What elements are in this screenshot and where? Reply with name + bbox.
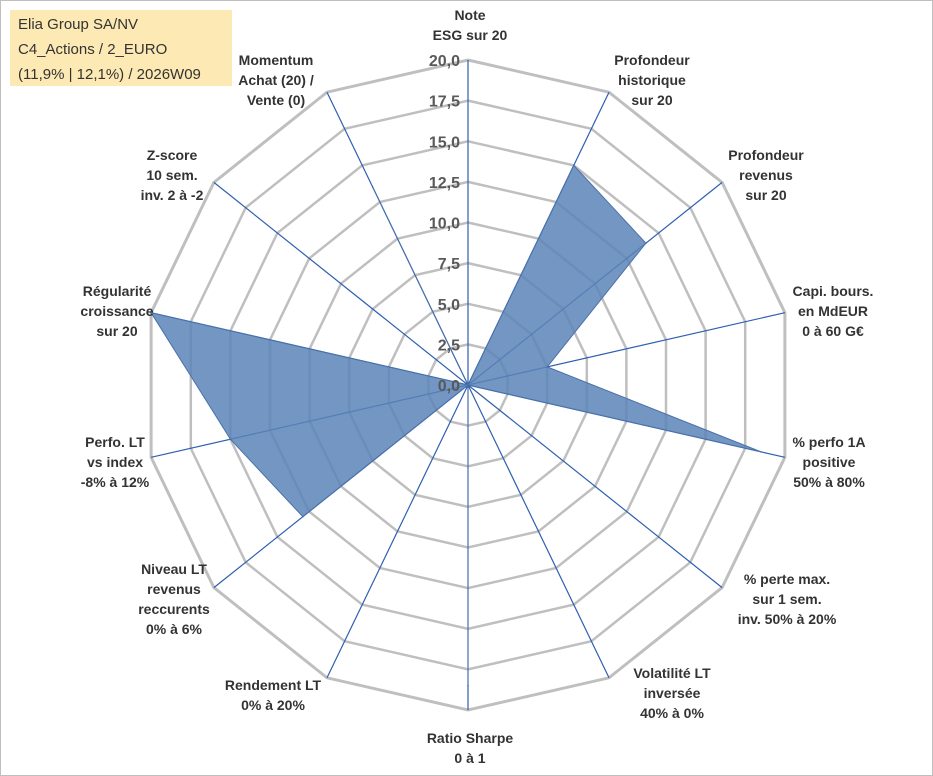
info-box: Elia Group SA/NV C4_Actions / 2_EURO (11…: [10, 10, 232, 86]
axis-label-13-line-0: Momentum: [239, 52, 314, 68]
data-point-2: [645, 242, 647, 244]
tick-label-3: 7,5: [438, 256, 460, 273]
tick-label-4: 10,0: [429, 216, 460, 233]
radar-area-layer: [150, 164, 762, 687]
data-point-13: [372, 186, 374, 189]
axis-label-9-line-2: reccurents: [138, 601, 210, 617]
axis-label-2-line-0: Profondeur: [728, 147, 804, 163]
period-line: (11,9% | 12,1%) / 2026W09: [18, 66, 201, 83]
axis-label-0-line-0: Note: [454, 7, 485, 23]
axis-label-11-line-1: croissance: [80, 303, 153, 319]
axis-label-11-line-0: Régularité: [83, 283, 152, 299]
axis-label-3-line-0: Capi. bours.: [793, 283, 874, 299]
tick-label-0: 0,0: [438, 378, 460, 395]
spoke-5: [467, 384, 723, 589]
spoke-6: [467, 384, 610, 679]
axis-label-2-line-1: revenus: [739, 167, 793, 183]
tick-label-1: 2,5: [438, 337, 460, 354]
company-name: Elia Group SA/NV: [18, 16, 139, 33]
tick-label-2: 5,0: [438, 297, 460, 314]
axis-label-2-line-2: sur 20: [745, 187, 786, 203]
data-point-12: [467, 384, 469, 386]
axis-label-8-line-0: Rendement LT: [225, 677, 322, 693]
axis-label-13-line-2: Vente (0): [247, 92, 305, 108]
axis-label-7-line-1: 0 à 1: [454, 750, 485, 766]
axis-label-10-line-1: vs index: [87, 454, 143, 470]
data-point-10: [229, 438, 232, 441]
data-point-9: [302, 515, 304, 518]
axis-label-9-line-1: revenus: [147, 581, 201, 597]
data-point-1: [573, 164, 575, 167]
radar-tick-labels: 0,0 2,5 5,0 7,5 10,0 12,5 15,0 17,5 20,0: [429, 53, 460, 395]
axis-label-3-line-2: 0 à 60 G€: [802, 323, 864, 339]
spoke-12: [213, 181, 469, 386]
data-point-11: [150, 311, 152, 314]
axis-label-5-line-1: sur 1 sem.: [752, 591, 821, 607]
axis-label-10-line-2: -8% à 12%: [81, 474, 150, 490]
category-line: C4_Actions / 2_EURO: [18, 41, 168, 58]
spoke-8: [326, 384, 469, 679]
axis-label-6-line-2: 40% à 0%: [640, 705, 704, 721]
axis-label-12-line-1: 10 sem.: [146, 167, 197, 183]
tick-label-7: 17,5: [429, 94, 460, 111]
axis-label-1-line-2: sur 20: [631, 92, 672, 108]
radar-area: [150, 164, 762, 686]
axis-label-9-line-3: 0% à 6%: [146, 621, 203, 637]
axis-label-12-line-2: inv. 2 à -2: [141, 187, 204, 203]
axis-label-12-line-0: Z-score: [147, 147, 198, 163]
data-point-7: [467, 684, 469, 687]
axis-label-4-line-1: positive: [803, 454, 856, 470]
axis-label-5-line-0: % perte max.: [744, 571, 830, 587]
axis-label-1-line-0: Profondeur: [614, 52, 690, 68]
axis-label-3-line-1: en MdEUR: [798, 303, 868, 319]
data-point-3: [546, 366, 548, 368]
radar-axis-labels: Note ESG sur 20 Profondeur historique sur 20…: [80, 7, 873, 766]
tick-label-6: 15,0: [429, 134, 460, 151]
data-point-4: [760, 451, 762, 453]
axis-label-1-line-1: historique: [618, 72, 686, 88]
axis-label-10-line-0: Perfo. LT: [85, 434, 145, 450]
axis-label-0-line-1: ESG sur 20: [433, 27, 508, 43]
axis-label-9-line-0: Niveau LT: [141, 561, 207, 577]
axis-label-7-line-0: Ratio Sharpe: [427, 730, 514, 746]
axis-label-11-line-2: sur 20: [96, 323, 137, 339]
tick-label-8: 20,0: [429, 53, 460, 70]
axis-label-4-line-2: 50% à 80%: [793, 474, 865, 490]
axis-label-5-line-2: inv. 50% à 20%: [738, 611, 837, 627]
axis-label-4-line-0: % perfo 1A: [792, 434, 865, 450]
axis-label-6-line-1: inversée: [644, 685, 701, 701]
axis-label-6-line-0: Volatilité LT: [633, 665, 711, 681]
axis-label-8-line-1: 0% à 20%: [241, 697, 305, 713]
axis-label-13-line-1: Achat (20) /: [238, 72, 314, 88]
tick-label-5: 12,5: [429, 175, 460, 192]
